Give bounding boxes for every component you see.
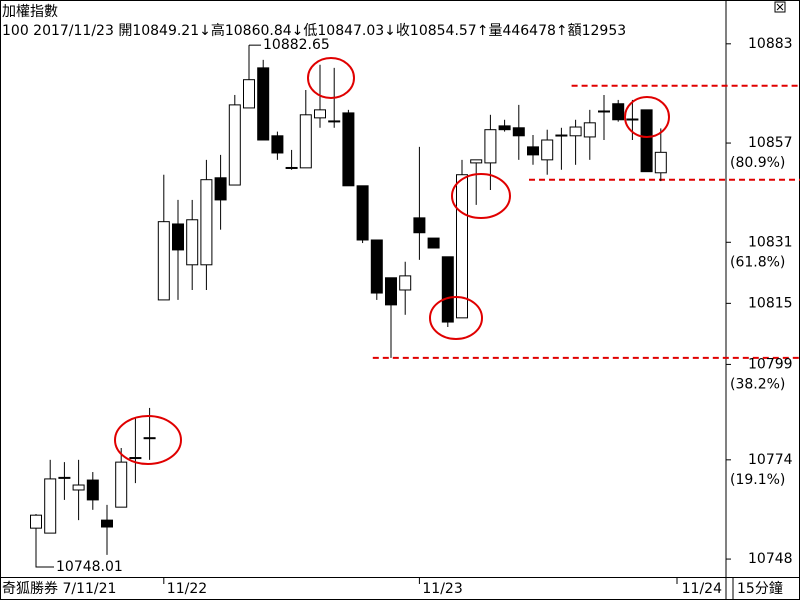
- y-tick-label: 10831: [748, 234, 793, 250]
- candle-body: [257, 67, 270, 141]
- candle-body: [654, 151, 667, 174]
- candle-body: [470, 159, 483, 164]
- y-tick-label: 10815: [748, 295, 793, 311]
- candle-body: [157, 221, 170, 301]
- candle-body: [385, 277, 397, 306]
- candle-body: [328, 120, 341, 123]
- fib-label: (61.8%): [730, 254, 785, 270]
- close-icon: [776, 3, 784, 11]
- candle-body: [101, 519, 113, 528]
- info-line: 100 2017/11/23 開10849.21↓高10860.84↓低1084…: [2, 22, 626, 39]
- highlights: [114, 57, 670, 465]
- candle-body: [456, 174, 468, 319]
- candle-body: [356, 185, 369, 241]
- candle-body: [583, 122, 596, 138]
- candle-body: [186, 219, 199, 266]
- x-end-label: 11/24: [682, 581, 722, 597]
- header: 100 2017/11/23 開10849.21↓高10860.84↓低1084…: [2, 22, 626, 39]
- candle-body: [129, 457, 142, 460]
- fib-label: (38.2%): [730, 376, 785, 392]
- candle-body: [555, 134, 568, 137]
- candle-body: [413, 217, 426, 234]
- candle-body: [285, 166, 298, 169]
- candle-body: [115, 461, 128, 508]
- x-tick-label: 11/22: [167, 581, 207, 597]
- candle-body: [626, 118, 639, 121]
- annotation: 10882.65: [263, 37, 330, 53]
- candle-body: [86, 479, 99, 501]
- candle-body: [72, 484, 85, 491]
- candle-body: [512, 127, 525, 137]
- candle-body: [58, 476, 71, 479]
- highlight-circle: [451, 173, 511, 219]
- candle-body: [427, 237, 440, 249]
- y-tick-label: 10883: [748, 36, 793, 52]
- candle-body: [527, 146, 539, 156]
- fib-label: (80.9%): [730, 155, 785, 171]
- candle-body: [143, 437, 156, 440]
- fib-label: (19.1%): [730, 472, 785, 488]
- highlight-circle: [307, 57, 355, 99]
- y-tick-label: 10774: [748, 452, 793, 468]
- candle-body: [172, 223, 184, 251]
- x-tick-label: 11/23: [422, 581, 462, 597]
- annotation: 10748.01: [56, 559, 123, 575]
- highlight-circle: [114, 415, 182, 465]
- candle-body: [598, 110, 610, 113]
- annotation-leader: [35, 559, 54, 568]
- chart-title: 加權指數: [2, 4, 58, 20]
- candle-body: [612, 103, 625, 121]
- y-tick-label: 10799: [748, 356, 793, 372]
- candle-body: [399, 275, 412, 291]
- y-tick-label: 10857: [748, 135, 793, 151]
- candle-body: [44, 478, 57, 534]
- candle-body: [370, 239, 383, 294]
- highlight-circle: [429, 296, 483, 340]
- candle-body: [498, 125, 511, 131]
- candle-body: [299, 114, 312, 169]
- candle-body: [569, 126, 582, 137]
- y-tick-label: 10748: [748, 551, 793, 567]
- candle-body: [484, 129, 497, 164]
- candle-body: [314, 109, 326, 119]
- candle-body: [30, 514, 42, 529]
- candle-body: [640, 109, 653, 173]
- highlight-circle: [624, 96, 670, 138]
- candle-body: [243, 79, 255, 109]
- candle-body: [214, 177, 227, 201]
- candle-body: [441, 256, 454, 323]
- candle-body: [271, 135, 284, 154]
- candle-body: [200, 179, 213, 266]
- candle-body: [228, 104, 241, 186]
- period: 15分鐘: [737, 580, 783, 597]
- candle-body: [342, 112, 355, 187]
- candle-body: [541, 139, 554, 161]
- footer-left: 奇狐勝券 7/11/21: [2, 580, 116, 597]
